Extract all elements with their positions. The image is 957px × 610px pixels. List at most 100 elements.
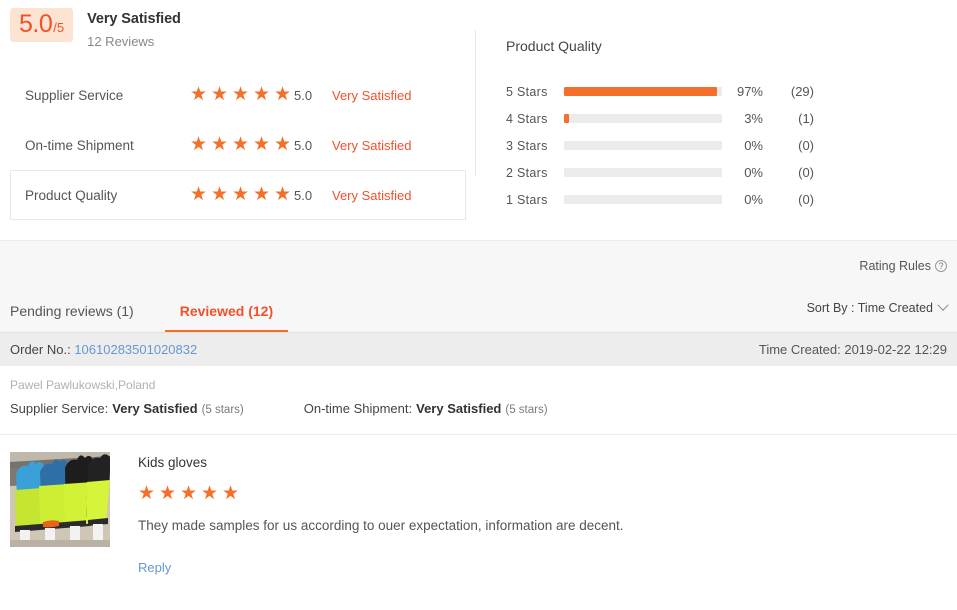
star-icon: ★ [211, 84, 229, 105]
reviewer-metric-supplier-service: Supplier Service: Very Satisfied (5 star… [10, 401, 244, 416]
rating-row-stars: ★ ★ ★ ★ ★ [190, 135, 294, 155]
chart-row-2-stars[interactable]: 2 Stars 0% (0) [506, 159, 946, 186]
chart-bar-fill [564, 87, 718, 96]
order-number-link[interactable]: 10610283501020832 [74, 342, 198, 357]
overall-score-value: 5.0 [19, 10, 53, 38]
chart-row-count: (1) [798, 111, 814, 126]
chart-bar-track [564, 87, 722, 96]
tab-reviewed[interactable]: Reviewed (12) [156, 303, 297, 332]
overall-score-denominator: /5 [53, 20, 65, 35]
rating-row-label: On-time Shipment [25, 137, 134, 153]
chart-row-label: 4 Stars [506, 111, 548, 126]
metric-label: On-time Shipment: [303, 401, 413, 416]
reviewer-metrics: Supplier Service: Very Satisfied (5 star… [10, 401, 947, 416]
sort-by-dropdown[interactable]: Sort By : Time Created [806, 299, 949, 315]
reviewer-name: Pawel Pawlukowski,Poland [10, 378, 156, 392]
chart-row-percent: 0% [744, 138, 763, 153]
star-icon: ★ [232, 134, 250, 155]
rating-row-score: 5.0 [294, 187, 313, 203]
order-number-label: Order No.: [10, 342, 71, 357]
question-circle-icon[interactable]: ? [935, 260, 947, 272]
review-divider [0, 434, 957, 435]
chart-bar-track [564, 195, 722, 204]
reply-link[interactable]: Reply [138, 560, 172, 575]
metric-value: Very Satisfied [112, 401, 198, 416]
rating-row-label: Supplier Service [25, 87, 124, 103]
rating-row-on-time-shipment[interactable]: On-time Shipment ★ ★ ★ ★ ★ 5.0 Very Sati… [0, 120, 476, 170]
star-icon: ★ [190, 134, 208, 155]
chart-row-percent: 0% [744, 192, 763, 207]
ratings-summary: 5.0 /5 Very Satisfied 12 Reviews Supplie… [0, 0, 957, 240]
chart-row-label: 3 Stars [506, 138, 548, 153]
product-thumbnail[interactable] [10, 452, 110, 547]
overall-score-header: 5.0 /5 Very Satisfied 12 Reviews [0, 0, 476, 49]
star-icon: ★ [159, 483, 177, 504]
chevron-down-icon [937, 299, 949, 311]
star-icon: ★ [232, 184, 250, 205]
rating-row-text: Very Satisfied [332, 137, 412, 153]
star-icon: ★ [222, 483, 240, 504]
rating-row-text: Very Satisfied [332, 187, 412, 203]
chart-row-count: (29) [790, 84, 814, 99]
rating-row-product-quality[interactable]: Product Quality ★ ★ ★ ★ ★ 5.0 Very Satis… [10, 170, 466, 220]
review-body: Kids gloves ★ ★ ★ ★ ★ They made samples … [138, 452, 947, 577]
star-icon: ★ [190, 84, 208, 105]
chart-row-count: (0) [798, 192, 814, 207]
rating-row-supplier-service[interactable]: Supplier Service ★ ★ ★ ★ ★ 5.0 Very Sati… [0, 70, 476, 120]
chart-row-4-stars[interactable]: 4 Stars 3% (1) [506, 105, 946, 132]
rating-rows: Supplier Service ★ ★ ★ ★ ★ 5.0 Very Sati… [0, 70, 476, 220]
star-icon: ★ [211, 134, 229, 155]
rating-row-stars: ★ ★ ★ ★ ★ [190, 185, 294, 205]
star-icon: ★ [274, 134, 292, 155]
review-product-title: Kids gloves [138, 455, 208, 470]
star-icon: ★ [274, 184, 292, 205]
star-icon: ★ [201, 483, 219, 504]
reviews-toolbar: Rating Rules ? Sort By : Time Created Pe… [0, 240, 957, 332]
rating-row-label: Product Quality [25, 187, 118, 203]
chart-bar-fill [564, 114, 569, 123]
chart-row-3-stars[interactable]: 3 Stars 0% (0) [506, 132, 946, 159]
rating-rules-label: Rating Rules [859, 259, 931, 273]
rating-row-text: Very Satisfied [332, 87, 412, 103]
chart-rows: 5 Stars 97% (29) 4 Stars 3% (1) [506, 78, 946, 213]
chart-row-percent: 3% [744, 111, 763, 126]
reviewer-metric-on-time-shipment: On-time Shipment: Very Satisfied (5 star… [304, 401, 548, 416]
rating-row-score: 5.0 [294, 137, 313, 153]
metric-stars: (5 stars) [201, 404, 244, 416]
overall-score-text: Very Satisfied 12 Reviews [87, 8, 181, 49]
chart-row-percent: 0% [744, 165, 763, 180]
chart-row-count: (0) [798, 138, 814, 153]
review-item: Kids gloves ★ ★ ★ ★ ★ They made samples … [0, 435, 957, 577]
metric-label: Supplier Service: [10, 401, 109, 416]
star-icon: ★ [274, 84, 292, 105]
star-icon: ★ [180, 483, 198, 504]
chart-row-5-stars[interactable]: 5 Stars 97% (29) [506, 78, 946, 105]
rating-row-stars: ★ ★ ★ ★ ★ [190, 85, 294, 105]
metric-stars: (5 stars) [505, 404, 548, 416]
chart-bar-track [564, 114, 722, 123]
chart-row-1-stars[interactable]: 1 Stars 0% (0) [506, 186, 946, 213]
chart-row-label: 1 Stars [506, 192, 548, 207]
product-photo-gloves-icon [10, 452, 110, 547]
star-icon: ★ [232, 84, 250, 105]
chart-row-label: 2 Stars [506, 165, 548, 180]
chart-row-count: (0) [798, 165, 814, 180]
chart-bar-track [564, 141, 722, 150]
chart-row-percent: 97% [736, 84, 763, 99]
star-icon: ★ [190, 184, 208, 205]
order-number: Order No.: 10610283501020832 [10, 342, 197, 357]
order-header-bar: Order No.: 10610283501020832 Time Create… [0, 332, 957, 366]
review-tabs: Pending reviews (1) Reviewed (12) [0, 303, 297, 332]
chart-title: Product Quality [506, 38, 602, 54]
rating-row-score: 5.0 [294, 87, 313, 103]
tab-pending-reviews[interactable]: Pending reviews (1) [10, 303, 134, 319]
review-comment-text: They made samples for us according to ou… [138, 518, 624, 533]
overall-review-count: 12 Reviews [87, 34, 155, 49]
product-quality-distribution-chart: Product Quality 5 Stars 97% (29) 4 Stars… [506, 0, 946, 213]
reviewer-block: Pawel Pawlukowski,Poland Supplier Servic… [0, 366, 957, 434]
rating-rules-link[interactable]: Rating Rules ? [859, 259, 947, 273]
sort-by-label: Sort By : Time Created [806, 301, 933, 315]
order-time-created: Time Created: 2019-02-22 12:29 [758, 342, 947, 357]
overall-score-badge: 5.0 /5 [10, 8, 74, 42]
